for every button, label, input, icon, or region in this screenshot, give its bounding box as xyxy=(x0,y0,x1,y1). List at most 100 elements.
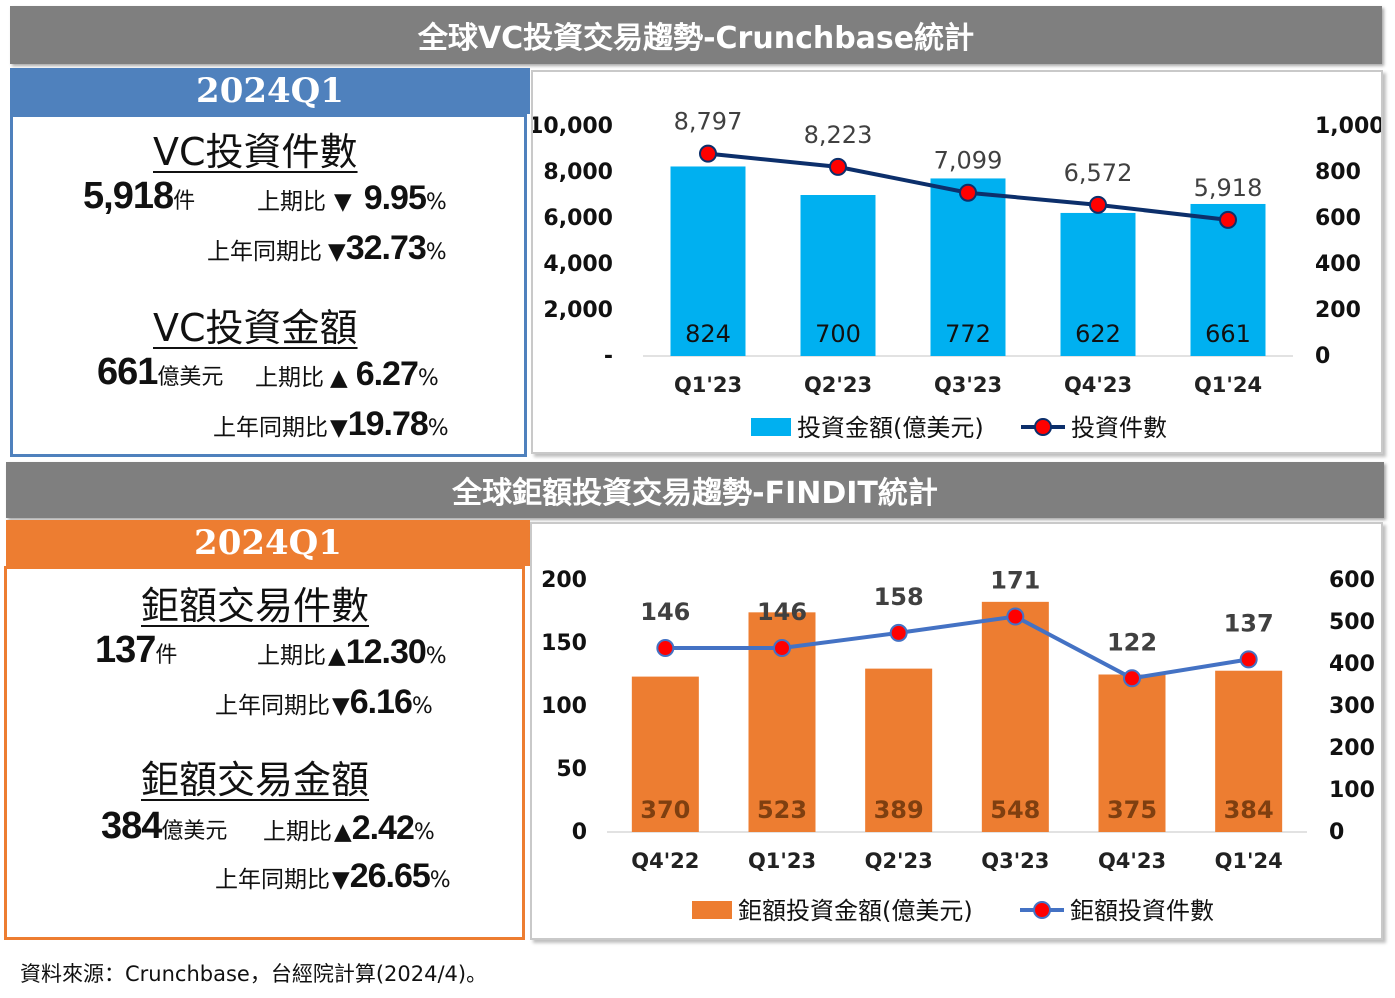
vc-amount-value: 661 xyxy=(97,351,158,393)
vc-amount-qoq-value: 6.27 xyxy=(355,355,419,393)
down-arrow-icon: ▼ xyxy=(332,867,350,893)
mega-amount-qoq: 上期比 ▲ 2.42 % xyxy=(263,809,435,848)
up-arrow-icon: ▲ xyxy=(330,365,348,391)
mega-count-yoy-pct: % xyxy=(411,694,433,719)
bar xyxy=(1215,670,1283,832)
legend-bar-swatch xyxy=(692,901,732,919)
mega-count-qoq-label: 上期比 xyxy=(257,643,326,669)
source-note: 資料來源：Crunchbase，台經院計算(2024/4)。 xyxy=(20,962,488,986)
vc-count-yoy-label: 上年同期比 xyxy=(207,239,322,265)
mega-count-title: 鉅額交易件數 xyxy=(141,584,370,628)
mega-summary-panel: 鉅額交易件數 137 件 上期比 ▲ 12.30 % 上年同期比 ▼ 6.16 … xyxy=(4,566,525,940)
bar-data-label: 661 xyxy=(1205,320,1251,348)
down-arrow-icon: ▼ xyxy=(330,415,348,441)
x-axis-tick: Q2'23 xyxy=(804,373,872,397)
right-axis-tick: 0 xyxy=(1329,820,1344,845)
mega-amount-yoy-pct: % xyxy=(429,868,451,893)
line-data-label: 8,797 xyxy=(674,108,743,136)
bar xyxy=(865,668,933,832)
left-axis-tick: - xyxy=(604,344,613,369)
line-data-label: 8,223 xyxy=(804,121,873,149)
bottom-period-header: 2024Q1 xyxy=(6,520,530,566)
mega-amount-value: 384 xyxy=(101,805,162,847)
vc-amount-qoq-pct: % xyxy=(417,366,439,391)
x-axis-tick: Q1'24 xyxy=(1194,373,1262,397)
vc-count-yoy-value: 32.73 xyxy=(345,229,427,267)
bar-data-label: 772 xyxy=(945,320,991,348)
x-axis-tick: Q4'23 xyxy=(1098,849,1166,873)
legend-line-label: 投資件數 xyxy=(1071,414,1167,442)
legend-bar-label: 鉅額投資金額(億美元) xyxy=(738,897,973,925)
legend-bar-label: 投資金額(億美元) xyxy=(797,414,984,442)
line-data-label: 6,572 xyxy=(1064,159,1133,187)
left-axis-tick: 8,000 xyxy=(543,160,613,185)
top-banner-title: 全球VC投資交易趨勢-Crunchbase統計 xyxy=(417,21,975,56)
mega-chart-box: 0 50 100 150 200 0 100 200 300 400 500 600 370 523 389… xyxy=(530,522,1383,940)
left-axis-tick: 200 xyxy=(541,568,587,593)
mega-count-qoq-value: 12.30 xyxy=(345,633,427,671)
line-point xyxy=(1006,607,1025,626)
bar xyxy=(930,178,1006,356)
legend-bar-swatch xyxy=(751,418,791,436)
vc-count-row: 5,918 件 xyxy=(83,175,195,218)
line-data-label: 122 xyxy=(1107,628,1157,656)
mega-trend-chart: 0 50 100 150 200 0 100 200 300 400 500 600 370 523 389… xyxy=(541,567,1375,925)
bar-data-label: 375 xyxy=(1107,796,1157,824)
left-axis-tick: 4,000 xyxy=(543,252,613,277)
mega-amount-qoq-pct: % xyxy=(413,820,435,845)
x-axis-tick: Q3'23 xyxy=(981,849,1049,873)
up-arrow-icon: ▲ xyxy=(334,819,352,845)
vc-chart-box: - 2,000 4,000 6,000 8,000 10,000 0 200 400 600 800… xyxy=(528,70,1385,454)
line-point xyxy=(1239,650,1258,669)
right-axis-tick: 400 xyxy=(1329,652,1375,677)
mega-amount-title: 鉅額交易金額 xyxy=(141,758,370,802)
line-point xyxy=(829,157,847,176)
vc-count-yoy-pct: % xyxy=(425,240,447,265)
up-arrow-icon: ▲ xyxy=(328,643,346,669)
vc-count-qoq-label: 上期比 xyxy=(257,189,326,215)
line-point xyxy=(959,183,977,202)
bar-data-label: 389 xyxy=(874,796,924,824)
vc-summary-panel: VC投資件數 5,918 件 上期比 ▼ 9.95 % 上年同期比 ▼ 32.7… xyxy=(10,114,527,457)
line-data-label: 137 xyxy=(1224,609,1274,637)
bar-data-label: 523 xyxy=(757,796,807,824)
down-arrow-icon: ▼ xyxy=(332,693,350,719)
mega-count-unit: 件 xyxy=(155,643,178,668)
bottom-banner: 全球鉅額投資交易趨勢-FINDIT統計 xyxy=(6,462,1384,518)
left-axis-tick: 150 xyxy=(541,631,587,656)
line-series xyxy=(665,614,1249,681)
bar-data-label: 548 xyxy=(990,796,1040,824)
mega-amount-yoy-value: 26.65 xyxy=(349,857,431,895)
x-axis-tick: Q3'23 xyxy=(934,373,1002,397)
mega-amount-yoy-label: 上年同期比 xyxy=(215,867,330,893)
vc-amount-row: 661 億美元 xyxy=(97,351,223,394)
right-axis-tick: 200 xyxy=(1329,736,1375,761)
vc-count-unit: 件 xyxy=(173,189,196,214)
vc-amount-yoy-label: 上年同期比 xyxy=(213,415,328,441)
top-banner: 全球VC投資交易趨勢-Crunchbase統計 xyxy=(10,6,1382,64)
mega-amount-yoy: 上年同期比 ▼ 26.65 % xyxy=(215,857,451,896)
bottom-period-label: 2024Q1 xyxy=(194,523,342,563)
vc-count-qoq-value: 9.95 xyxy=(363,179,427,217)
vc-amount-unit: 億美元 xyxy=(157,365,224,390)
legend-marker-icon xyxy=(1033,901,1051,919)
left-axis-tick: 100 xyxy=(541,694,587,719)
right-axis-tick: 400 xyxy=(1315,252,1361,277)
line-point xyxy=(1089,195,1107,214)
mega-amount-qoq-value: 2.42 xyxy=(351,809,415,847)
mega-count-row: 137 件 xyxy=(95,629,177,672)
line-data-label: 146 xyxy=(640,598,690,626)
bottom-banner-title: 全球鉅額投資交易趨勢-FINDIT統計 xyxy=(452,476,938,511)
vc-amount-qoq: 上期比 ▲ 6.27 % xyxy=(255,355,439,394)
bar xyxy=(631,676,699,832)
bar-data-label: 824 xyxy=(685,320,731,348)
right-axis-tick: 100 xyxy=(1329,778,1375,803)
left-axis-tick: 6,000 xyxy=(543,206,613,231)
x-axis-tick: Q4'23 xyxy=(1064,373,1132,397)
mega-count-yoy-label: 上年同期比 xyxy=(215,693,330,719)
bar xyxy=(800,195,876,356)
vc-count-qoq: 上期比 ▼ 9.95 % xyxy=(257,179,447,218)
right-axis-tick: 600 xyxy=(1315,206,1361,231)
bar xyxy=(670,166,746,356)
x-axis-tick: Q4'22 xyxy=(631,849,699,873)
